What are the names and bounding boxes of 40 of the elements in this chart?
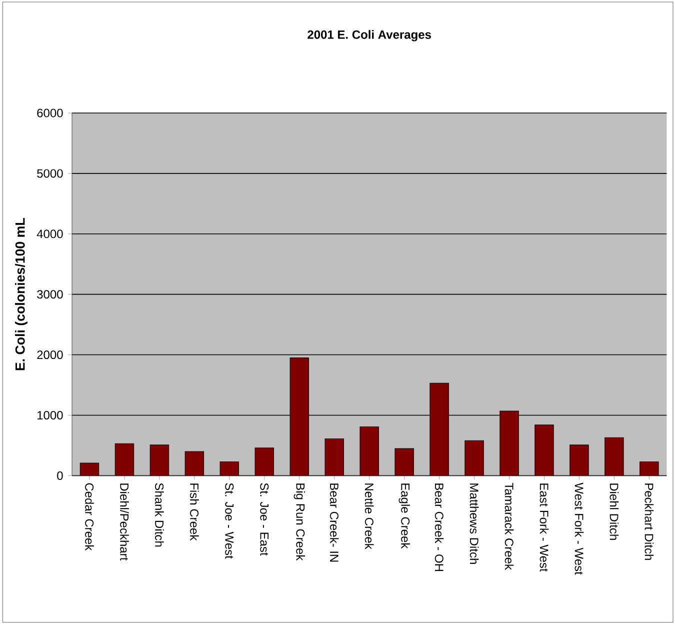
y-tick-label: 3000: [37, 290, 63, 299]
x-tick-label: St. Joe - West: [225, 483, 234, 559]
x-tick-label: Tamarack Creek: [504, 482, 514, 570]
bar: [114, 443, 134, 476]
x-tick-label: Big Run Creek: [294, 484, 305, 561]
x-tick-label: Cedar Creek: [85, 483, 94, 551]
bar: [394, 448, 414, 476]
bar: [220, 461, 240, 476]
chart-title: 2001 E. Coli Averages: [308, 30, 431, 42]
y-tick-label: 0: [57, 471, 63, 480]
y-axis-title: E. Coli (colonies/100 mL: [15, 218, 28, 370]
bar: [464, 440, 484, 476]
y-tick-label: 6000: [37, 108, 63, 118]
bar: [150, 444, 170, 476]
x-tick-label: Diehl Ditch: [610, 484, 619, 540]
x-tick-label: Matthews Ditch: [470, 484, 479, 564]
y-tick-label: 4000: [36, 230, 63, 238]
x-tick-label: Bear Creek- IN: [330, 484, 339, 562]
x-tick-label: Eagle Creek: [398, 484, 410, 549]
x-tick-label: Shank Ditch: [155, 483, 164, 547]
bar: [324, 438, 344, 476]
bar: [640, 461, 659, 476]
x-tick-label: Diehl/Peckhart: [120, 484, 129, 561]
x-tick-label: St. Joe - East: [260, 483, 269, 556]
bar: [184, 451, 204, 476]
y-tick-label: 1000: [38, 410, 63, 420]
x-tick-label: Nettle Creek: [364, 484, 374, 550]
x-tick-label: Peckhart Ditch: [644, 484, 654, 560]
y-tick-label: 5000: [37, 169, 63, 178]
x-tick-label: Bear Creek - OH: [434, 484, 444, 571]
bar: [254, 448, 274, 476]
bar: [360, 426, 379, 476]
bar: [80, 462, 100, 476]
bar: [534, 424, 554, 476]
x-tick-label: East Fork - West: [540, 484, 549, 572]
x-tick-label: Fish Creek: [190, 484, 199, 541]
y-tick-label: 2000: [37, 350, 63, 360]
bar: [604, 437, 624, 476]
x-tick-label: West Fork - West: [574, 482, 584, 575]
bar: [570, 444, 589, 476]
